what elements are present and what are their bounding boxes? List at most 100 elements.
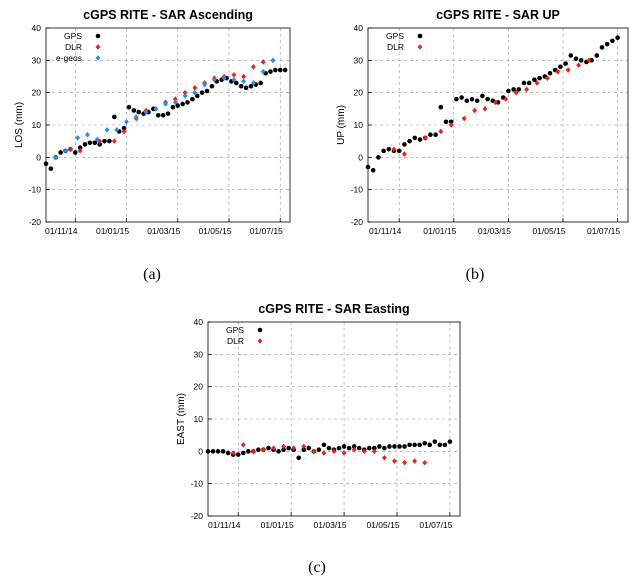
series-gps [205,439,453,461]
legend-marker [95,55,101,61]
data-point [573,56,579,62]
data-point [402,444,407,449]
caption-b: (b) [466,266,485,283]
data-point [199,90,205,95]
data-point [382,455,387,461]
data-point [192,89,198,96]
data-point [506,88,511,94]
data-point [121,128,127,135]
legend-label: DLR [65,42,82,52]
data-point [513,89,519,96]
data-point [190,96,195,102]
data-point [301,447,307,453]
data-point [266,445,271,451]
data-point [225,450,231,456]
x-tick-label: 01/05/15 [198,226,231,236]
data-point [182,89,188,96]
data-point [246,449,251,454]
data-point [331,448,337,455]
data-point [258,80,264,86]
data-point [97,138,103,144]
data-point [407,138,412,144]
data-point [422,459,428,466]
data-point [126,104,132,110]
data-point [387,444,392,449]
data-point [402,142,407,147]
data-point [594,53,600,58]
chart-title: cGPS RITE - SAR Easting [258,302,409,316]
data-point [172,96,178,102]
data-point [578,58,584,63]
data-point [351,444,357,449]
y-tick-label: 20 [194,382,204,392]
x-tick-label: 01/07/15 [587,226,620,236]
legend-marker [257,327,263,333]
data-point [77,145,83,150]
legend-label: e-geos [56,53,82,63]
data-point [276,449,281,454]
data-point [53,154,59,161]
data-point [296,455,302,461]
data-point [392,458,397,464]
legend-marker [417,44,423,50]
data-point [503,96,509,102]
y-tick-label: -10 [29,185,42,195]
legend-marker [417,33,423,39]
data-point [432,439,438,444]
data-point [114,127,120,133]
data-point [251,80,256,86]
data-point [438,104,444,110]
series-gps [43,67,288,171]
data-point [391,146,397,153]
data-point [396,148,402,154]
data-point [160,113,166,118]
x-tick-label: 01/03/15 [478,226,511,236]
data-point [291,445,297,451]
legend-label: GPS [386,31,404,41]
data-point [215,449,221,454]
chart-title: cGPS RITE - SAR Ascending [83,8,253,22]
y-tick-label: -20 [191,511,204,521]
data-point [469,96,475,102]
y-tick-label: 10 [32,120,42,130]
data-point [526,80,532,86]
y-tick-label: 20 [354,88,364,98]
data-point [361,448,367,455]
data-point [438,128,444,135]
data-point [454,96,459,102]
data-point [448,119,454,125]
data-point [211,76,217,83]
data-point [240,450,246,456]
x-tick-label: 01/05/15 [532,226,565,236]
data-point [172,99,178,106]
chart-title: cGPS RITE - SAR UP [436,8,560,22]
data-point [545,75,550,81]
y-tick-label: 10 [354,120,364,130]
y-tick-label: 0 [358,152,363,162]
data-point [351,446,357,453]
data-point [131,108,137,113]
legend-marker [95,44,101,50]
data-point [482,106,488,112]
x-tick-label: 01/11/14 [208,520,241,530]
data-point [377,444,382,449]
data-point [442,442,448,448]
data-point [437,442,443,448]
legend-label: DLR [227,336,244,346]
x-tick-label: 01/01/15 [261,520,294,530]
data-point [321,450,327,456]
y-tick-label: -10 [351,185,364,195]
data-point [77,148,83,154]
data-point [521,80,527,86]
data-point [155,113,161,118]
x-tick-label: 01/11/14 [369,226,402,236]
data-point [273,67,278,73]
data-point [604,41,610,47]
data-point [326,445,332,451]
data-point [412,135,418,141]
data-point [461,115,467,122]
data-point [271,445,276,451]
chart-easting: cGPS RITE - SAR Easting -20 -10 0 10 20 30 40 01… [176,302,461,530]
data-point [428,132,433,137]
data-point [241,78,247,85]
